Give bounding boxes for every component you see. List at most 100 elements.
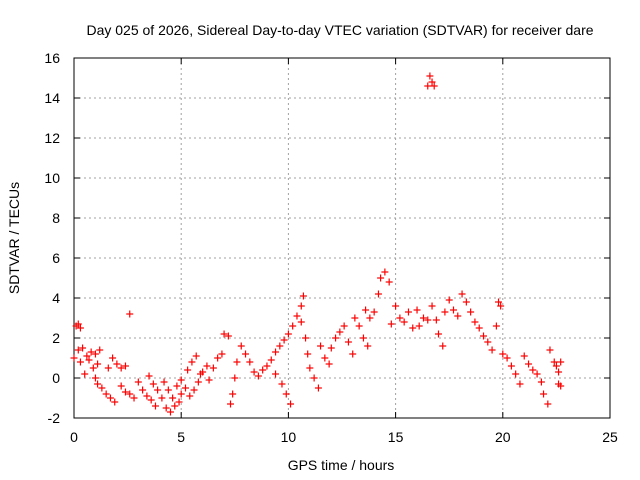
data-point — [321, 354, 329, 362]
data-point — [89, 364, 97, 372]
data-point — [546, 346, 554, 354]
data-point — [91, 350, 99, 358]
data-point — [400, 318, 408, 326]
data-point — [218, 350, 226, 358]
data-point — [293, 312, 301, 320]
data-point — [229, 390, 237, 398]
data-point — [512, 370, 520, 378]
y-tick-label: 10 — [44, 170, 60, 186]
data-point — [449, 306, 457, 314]
y-axis-label: SDTVAR / TECUs — [6, 182, 22, 294]
data-point — [79, 344, 87, 352]
data-point — [351, 314, 359, 322]
data-point — [282, 390, 290, 398]
data-point — [173, 382, 181, 390]
data-point — [299, 292, 307, 300]
data-point — [297, 318, 305, 326]
data-point — [81, 370, 89, 378]
data-point — [297, 302, 305, 310]
data-point — [550, 358, 558, 366]
data-point — [366, 314, 374, 322]
data-point — [507, 362, 515, 370]
data-point — [250, 368, 258, 376]
data-point — [113, 360, 121, 368]
data-point — [237, 342, 245, 350]
data-point — [263, 362, 271, 370]
data-point — [154, 386, 162, 394]
data-point — [94, 360, 102, 368]
x-axis-label: GPS time / hours — [288, 457, 395, 473]
data-point — [426, 72, 434, 80]
data-point — [177, 376, 185, 384]
x-tick-label: 5 — [177, 429, 185, 445]
data-point — [419, 314, 427, 322]
y-tick-label: 8 — [52, 210, 60, 226]
data-point — [117, 382, 125, 390]
data-point — [495, 298, 503, 306]
data-point — [480, 332, 488, 340]
y-tick-label: 12 — [44, 130, 60, 146]
y-tick-label: 0 — [52, 370, 60, 386]
y-axis: -2 0 2 4 6 8 10 12 14 16 — [44, 50, 610, 426]
y-tick-label: -2 — [48, 410, 61, 426]
data-point — [233, 358, 241, 366]
data-point — [130, 394, 138, 402]
data-point — [83, 352, 91, 360]
data-point — [181, 384, 189, 392]
data-point — [175, 398, 183, 406]
data-point — [381, 268, 389, 276]
data-point — [467, 308, 475, 316]
data-point — [259, 366, 267, 374]
data-point — [327, 344, 335, 352]
data-point — [246, 358, 254, 366]
data-point — [126, 310, 134, 318]
data-point — [171, 402, 179, 410]
data-point — [272, 370, 280, 378]
data-point — [96, 346, 104, 354]
data-point — [364, 342, 372, 350]
data-point — [278, 380, 286, 388]
x-tick-label: 0 — [70, 429, 78, 445]
data-point — [415, 322, 423, 330]
data-point — [374, 290, 382, 298]
data-point — [370, 308, 378, 316]
data-point — [387, 320, 395, 328]
data-point — [205, 376, 213, 384]
data-point — [432, 316, 440, 324]
data-point — [158, 394, 166, 402]
data-point — [355, 322, 363, 330]
data-point — [242, 350, 250, 358]
data-point — [276, 342, 284, 350]
data-point — [76, 324, 84, 332]
data-point — [428, 302, 436, 310]
y-tick-label: 16 — [44, 50, 60, 66]
data-point — [492, 322, 500, 330]
data-point — [503, 354, 511, 362]
data-point — [121, 362, 129, 370]
x-tick-label: 15 — [388, 429, 404, 445]
data-point — [227, 400, 235, 408]
data-point — [284, 330, 292, 338]
x-tick-label: 20 — [495, 429, 511, 445]
data-point — [214, 354, 222, 362]
data-point — [396, 314, 404, 322]
data-point — [458, 290, 466, 298]
y-tick-label: 6 — [52, 250, 60, 266]
data-point — [557, 358, 565, 366]
data-point — [533, 370, 541, 378]
data-point — [310, 374, 318, 382]
data-point — [106, 394, 114, 402]
data-point — [439, 342, 447, 350]
data-point — [349, 350, 357, 358]
data-point — [220, 330, 228, 338]
data-point — [325, 360, 333, 368]
data-point — [186, 392, 194, 400]
data-point — [76, 358, 84, 366]
data-point — [70, 354, 78, 362]
data-point — [85, 356, 93, 364]
data-point — [317, 342, 325, 350]
data-point — [151, 402, 159, 410]
data-point — [385, 278, 393, 286]
data-point — [430, 82, 438, 90]
data-point — [117, 364, 125, 372]
